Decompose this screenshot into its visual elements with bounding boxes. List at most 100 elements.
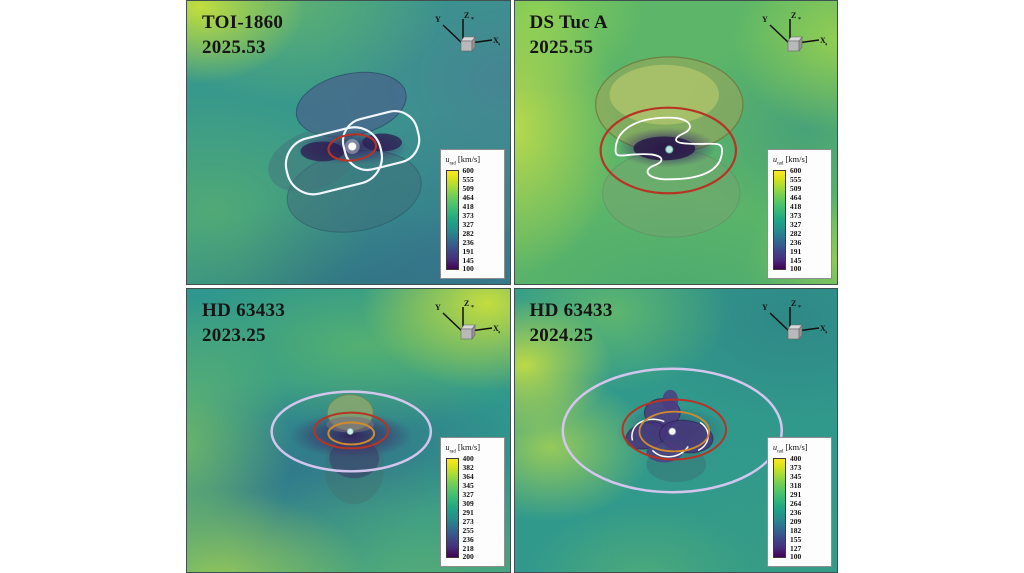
colorbar-tick-label: 509 <box>790 183 802 193</box>
colorbar-symbol: u <box>445 155 450 165</box>
axis-label-x: X <box>493 324 499 333</box>
colorbar-gradient <box>773 170 786 270</box>
colorbar-tick-label: 600 <box>790 166 802 175</box>
colorbar-tick-label: 236 <box>790 237 802 247</box>
axis-label-z: Z <box>791 11 796 20</box>
colorbar-tick-label: 400 <box>790 454 802 463</box>
axis-label-y: Y <box>435 15 441 24</box>
colorbar-tick-label: 600 <box>462 166 474 175</box>
panel-epoch: 2025.55 <box>529 37 594 59</box>
axis-label-y: Y <box>762 303 768 312</box>
axis-label-x-sub: * <box>498 331 500 337</box>
colorbar-tick-label: 327 <box>462 219 474 229</box>
orbit-ring-lavender <box>270 390 433 473</box>
colorbar-tick-label: 200 <box>462 552 474 562</box>
colorbar-tick-label: 373 <box>790 462 802 472</box>
axis-triad-icon: Y Z * X * <box>762 299 827 340</box>
colorbar-tick-label: 145 <box>790 255 802 265</box>
colorbar-tick-label: 255 <box>462 525 474 535</box>
colorbar-tick-label: 373 <box>790 210 802 220</box>
colorbar-tick-label: 236 <box>462 534 474 544</box>
colorbar-tick-label: 282 <box>462 228 474 238</box>
colorbar-tick-labels: 600 555 509 464 418 373 327 282 236 191 145 100 <box>463 167 474 273</box>
panel-title: HD 63433 <box>529 300 613 321</box>
panel-hd-63433-2023: HD 63433 2023.25 Y Z * X * urad [km/s] 4… <box>186 288 511 573</box>
panel-title-block: DS Tuc A 2025.55 <box>530 10 608 60</box>
alfven-blob-band <box>326 416 375 433</box>
panel-epoch: 2025.53 <box>202 37 266 59</box>
colorbar-tick-label: 418 <box>790 201 802 211</box>
wind-scene-hd63433-2023 <box>270 390 433 505</box>
colorbar: urad [km/s] 400 373 345 318 291 264 236 209 182 1… <box>767 437 832 567</box>
colorbar-subscript: rad <box>777 162 784 167</box>
axis-label-z-sub: * <box>798 305 801 311</box>
wind-scene-hd63433-2024 <box>561 367 783 494</box>
colorbar-tick-label: 291 <box>790 489 802 499</box>
colorbar-label: urad [km/s] <box>446 154 501 167</box>
panel-title-block: HD 63433 2024.25 <box>530 298 613 348</box>
orbit-ring-orange <box>327 421 376 446</box>
colorbar-tick-label: 100 <box>462 264 474 274</box>
colorbar-tick-label: 236 <box>462 237 474 247</box>
star-marker <box>664 145 673 154</box>
orbit-ring-red <box>599 106 737 195</box>
axis-label-z: Z <box>464 299 469 308</box>
axis-label-z-sub: * <box>798 17 801 23</box>
wind-scene-toi-1860 <box>268 71 422 233</box>
axis-label-x: X <box>493 36 499 45</box>
colorbar-gradient <box>773 458 786 558</box>
colorbar-tick-label: 100 <box>790 552 802 562</box>
colorbar-tick-label: 264 <box>790 498 802 508</box>
colorbar-tick-labels: 400 373 345 318 291 264 236 209 182 155 127 100 <box>790 455 801 561</box>
alfven-contour-white-left <box>630 418 665 441</box>
colorbar-label: urad [km/s] <box>773 154 828 167</box>
colorbar-label: urad [km/s] <box>446 442 501 455</box>
panel-title: HD 63433 <box>202 300 286 321</box>
colorbar-tick-label: 345 <box>790 471 802 481</box>
axis-label-z: Z <box>791 299 796 308</box>
colorbar-tick-label: 191 <box>790 246 802 256</box>
colorbar-tick-label: 218 <box>462 543 474 553</box>
orbit-ring-orange <box>638 410 710 453</box>
star-marker <box>667 427 676 436</box>
colorbar-tick-label: 509 <box>462 183 474 193</box>
orbit-ring-red <box>313 411 390 450</box>
colorbar-tick-label: 327 <box>462 489 474 499</box>
colorbar-tick-label: 464 <box>790 192 802 202</box>
panel-toi-1860: TOI-1860 2025.53 Y Z * X * urad [km/s] 6… <box>186 0 511 285</box>
colorbar-tick-label: 555 <box>462 174 474 184</box>
colorbar-units: [km/s] <box>457 442 481 453</box>
colorbar-tick-label: 191 <box>462 246 474 256</box>
colorbar-tick-label: 373 <box>462 210 474 220</box>
colorbar-subscript: rad <box>449 450 456 455</box>
alfven-contour-white <box>614 116 723 181</box>
dark-core-inner <box>632 136 695 161</box>
colorbar-tick-label: 155 <box>790 534 802 544</box>
simulation-figure-grid: TOI-1860 2025.53 Y Z * X * urad [km/s] 6… <box>186 0 838 573</box>
panel-title: DS Tuc A <box>529 12 608 33</box>
orbit-ring-red <box>621 398 727 461</box>
colorbar-symbol: u <box>773 155 777 165</box>
wind-scene-ds-tuc-a <box>594 56 744 238</box>
colorbar-tick-label: 100 <box>790 264 802 274</box>
colorbar-tick-labels: 400 382 364 345 327 309 291 273 255 236 218 200 <box>463 455 474 561</box>
panel-title: TOI-1860 <box>202 12 284 33</box>
colorbar: urad [km/s] 400 382 364 345 327 309 291 273 255 2… <box>439 437 505 567</box>
colorbar-subscript: rad <box>777 450 784 455</box>
colorbar-gradient <box>445 458 459 558</box>
colorbar-tick-labels: 600 555 509 464 418 373 327 282 236 191 145 100 <box>790 167 801 273</box>
panel-hd-63433-2024: HD 63433 2024.25 Y Z * X * urad [km/s] 4… <box>513 288 838 573</box>
colorbar-tick-label: 327 <box>790 219 802 229</box>
star-marker <box>346 428 354 435</box>
colorbar-tick-label: 236 <box>790 507 802 517</box>
colorbar-tick-label: 209 <box>790 516 802 526</box>
alfven-contour-right-lobe <box>341 110 421 172</box>
star-marker <box>347 141 358 152</box>
dark-core-band <box>289 412 413 459</box>
alfven-lobe-upper-highlight <box>609 64 719 125</box>
colorbar-tick-label: 464 <box>462 192 474 202</box>
colorbar-tick-label: 291 <box>462 507 474 517</box>
colorbar-tick-label: 145 <box>462 255 474 265</box>
colorbar: urad [km/s] 600 555 509 464 418 373 327 282 236 1… <box>439 149 505 279</box>
colorbar-tick-label: 400 <box>462 454 474 463</box>
